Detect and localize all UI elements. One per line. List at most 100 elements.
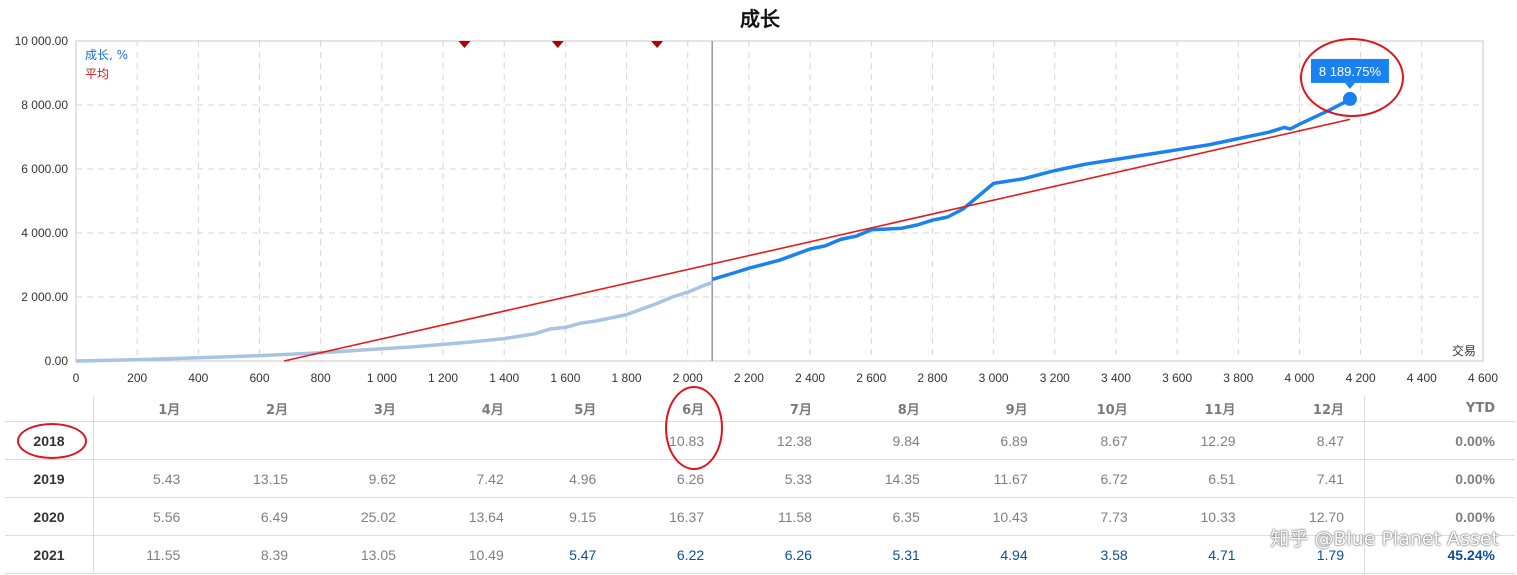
month-return-cell: 6.49 <box>260 508 289 525</box>
x-tick-label: 2 200 <box>734 371 764 385</box>
row-year: 2019 <box>5 459 94 498</box>
month-return-cell: 12.29 <box>1200 432 1236 449</box>
month-return-cell: 16.37 <box>669 508 705 525</box>
month-return-cell: 5.56 <box>153 508 181 525</box>
y-tick-label: 2 000.00 <box>21 290 68 304</box>
last-value-label: 8 189.75% <box>1319 64 1382 79</box>
month-return-cell: 12.70 <box>1308 508 1344 525</box>
month-return-cell: 5.43 <box>153 470 181 487</box>
month-return-cell: 11.55 <box>146 546 181 563</box>
growth-chart: 成长 0 200 400 600 800 1 000 1 200 1 400 1 600 1 80… <box>15 7 1499 385</box>
month-return-cell <box>416 422 524 460</box>
y-tick-label: 0.00 <box>45 354 69 368</box>
legend-average: 平均 <box>85 67 109 81</box>
month-return-cell: 7.41 <box>1316 470 1344 487</box>
month-return-cell: 6.22 <box>676 546 705 563</box>
x-tick-label: 2 800 <box>917 371 947 385</box>
month-return-cell <box>308 422 416 460</box>
deal-marker <box>551 41 564 48</box>
x-tick-label: 2 000 <box>673 371 703 385</box>
month-return-cell: 5.47 <box>569 546 597 563</box>
y-tick-label: 8 000.00 <box>21 98 68 112</box>
header-month: 10月 <box>1047 396 1148 422</box>
deal-marker <box>651 41 664 48</box>
month-return-cell: 8.47 <box>1316 432 1344 449</box>
watermark-text: 知乎 @Blue Planet Asset <box>1270 528 1499 550</box>
month-return-cell: 4.94 <box>1000 546 1028 563</box>
month-return-cell: 6.51 <box>1208 470 1236 487</box>
x-tick-label: 400 <box>188 371 208 385</box>
row-year: 2020 <box>5 497 94 536</box>
month-return-cell: 7.73 <box>1100 508 1128 525</box>
x-tick-label: 4 000 <box>1284 371 1314 385</box>
header-month: 3月 <box>308 396 416 422</box>
month-return-cell: 6.89 <box>1000 432 1028 449</box>
header-ytd: YTD <box>1364 396 1515 422</box>
month-return-cell: 9.84 <box>892 432 920 449</box>
row-year: 2018 <box>5 421 94 460</box>
last-value-label-pointer <box>1344 82 1355 89</box>
ytd-cell: 0.00% <box>1364 497 1515 536</box>
x-tick-label: 4 200 <box>1346 371 1376 385</box>
x-tick-label: 1 400 <box>489 371 519 385</box>
x-tick-label: 2 600 <box>856 371 886 385</box>
month-return-cell: 10.43 <box>992 508 1028 525</box>
table-row: 2021 11.55 8.39 13.05 10.49 5.47 6.22 6.26 5.31 4… <box>5 535 1515 574</box>
x-tick-label: 1 800 <box>612 371 642 385</box>
month-return-cell: 11.67 <box>993 470 1028 487</box>
deal-marker <box>458 41 471 48</box>
month-return-cell: 6.26 <box>784 546 812 563</box>
plot-area <box>75 40 1484 362</box>
month-return-cell: 13.05 <box>360 546 396 563</box>
month-return-cell: 10.33 <box>1200 508 1236 525</box>
x-tick-label: 1 000 <box>367 371 397 385</box>
month-return-cell: 1.79 <box>1316 546 1344 563</box>
ytd-cell: 0.00% <box>1364 459 1515 498</box>
x-tick-label: 2 400 <box>795 371 825 385</box>
month-return-cell: 6.72 <box>1100 470 1128 487</box>
x-tick-label: 800 <box>311 371 331 385</box>
month-return-cell: 8.39 <box>260 546 289 563</box>
table-row: 2019 5.43 13.15 9.62 7.42 4.96 6.26 5.33 14.35 11… <box>5 459 1515 498</box>
table-corner <box>5 396 94 422</box>
header-month: 6月 <box>616 396 725 422</box>
month-return-cell: 8.67 <box>1100 432 1128 449</box>
month-return-cell: 4.71 <box>1208 546 1236 563</box>
header-month: 12月 <box>1255 396 1365 422</box>
x-tick-label: 3 800 <box>1223 371 1253 385</box>
row-year: 2021 <box>5 535 94 574</box>
month-return-cell <box>524 422 617 460</box>
header-month: 4月 <box>415 396 524 422</box>
growth-line-recent <box>711 97 1351 282</box>
x-tick-label: 600 <box>250 371 270 385</box>
x-tick-label: 200 <box>127 371 147 385</box>
month-return-cell: 14.35 <box>884 470 920 487</box>
y-tick-label: 6 000.00 <box>21 162 68 176</box>
last-value-label-bg <box>1310 58 1389 83</box>
x-tick-label: 3 200 <box>1040 371 1070 385</box>
month-return-cell: 9.15 <box>569 508 597 525</box>
header-month: 8月 <box>831 396 940 422</box>
x-tick-label: 4 400 <box>1407 371 1437 385</box>
y-tick-label: 10 000.00 <box>15 34 69 48</box>
header-month: 9月 <box>939 396 1048 422</box>
month-return-cell: 11.58 <box>777 508 812 525</box>
x-tick-label: 4 600 <box>1468 371 1498 385</box>
x-tick-label: 0 <box>73 371 80 385</box>
table-header-row: 1月 2月 3月 4月 5月 6月 7月 8月 9月 10月 11月 12月 YTD <box>5 396 1515 422</box>
average-line <box>283 118 1351 362</box>
month-return-cell: 10.49 <box>468 546 504 563</box>
table-row: 2018 10.83 12.38 9.84 6.89 8.67 12.29 8.47 0.00% <box>5 421 1515 460</box>
month-return-cell: 13.15 <box>253 470 289 487</box>
legend-growth: 成长, % <box>85 48 128 62</box>
header-month: 1月 <box>93 396 201 422</box>
x-tick-label: 3 400 <box>1101 371 1131 385</box>
month-return-cell: 5.33 <box>784 470 812 487</box>
month-return-cell: 5.31 <box>892 546 920 563</box>
table-row: 2020 5.56 6.49 25.02 13.64 9.15 16.37 11.58 6.35… <box>5 497 1515 536</box>
x-tick-label: 3 600 <box>1162 371 1192 385</box>
chart-title: 成长 <box>740 7 781 31</box>
month-return-cell: 4.96 <box>569 470 597 487</box>
header-month: 11月 <box>1147 396 1256 422</box>
month-return-cell <box>94 422 201 460</box>
